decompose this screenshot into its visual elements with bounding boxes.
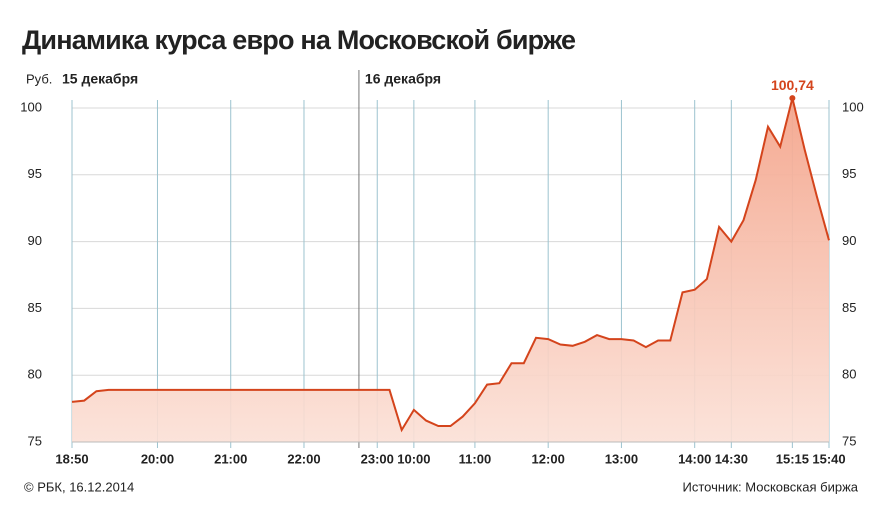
y-tick-label: 75 bbox=[28, 433, 42, 448]
day-label: 15 декабря bbox=[62, 71, 138, 87]
y-tick-label: 85 bbox=[28, 300, 42, 315]
y2-tick-label: 85 bbox=[842, 300, 856, 315]
source: Источник: Московская биржа bbox=[683, 479, 859, 494]
x-tick-label: 15:40 bbox=[812, 451, 845, 466]
x-tick-label: 12:00 bbox=[532, 451, 565, 466]
x-tick-label: 14:00 bbox=[678, 451, 711, 466]
y2-tick-label: 100 bbox=[842, 99, 864, 114]
y-tick-label: 95 bbox=[28, 166, 42, 181]
y-axis-label: Руб. bbox=[26, 71, 52, 86]
y2-tick-label: 75 bbox=[842, 433, 856, 448]
x-tick-label: 11:00 bbox=[459, 451, 492, 466]
y-tick-label: 80 bbox=[28, 367, 42, 382]
area bbox=[72, 98, 829, 442]
x-tick-label: 14:30 bbox=[715, 451, 748, 466]
value-label: 100,74 bbox=[771, 77, 814, 93]
x-tick-label: 13:00 bbox=[605, 451, 638, 466]
y2-tick-label: 90 bbox=[842, 233, 856, 248]
peak-point bbox=[789, 95, 796, 102]
y2-tick-label: 95 bbox=[842, 166, 856, 181]
line bbox=[71, 97, 830, 433]
x-tick-label: 18:50 bbox=[55, 451, 88, 466]
x-tick-label: 22:00 bbox=[287, 451, 320, 466]
y2-tick-label: 80 bbox=[842, 367, 856, 382]
credit: © РБК, 16.12.2014 bbox=[24, 479, 134, 494]
x-tick-label: 23:00 bbox=[361, 451, 394, 466]
x-tick-label: 20:00 bbox=[141, 451, 174, 466]
y-tick-label: 100 bbox=[20, 99, 42, 114]
y-tick-label: 90 bbox=[28, 233, 42, 248]
x-tick-label: 15:15 bbox=[776, 451, 809, 466]
day-label: 16 декабря bbox=[365, 71, 441, 87]
chart-title: Динамика курса евро на Московской бирже bbox=[22, 25, 576, 55]
x-tick-label: 10:00 bbox=[397, 451, 430, 466]
x-tick-label: 21:00 bbox=[214, 451, 247, 466]
